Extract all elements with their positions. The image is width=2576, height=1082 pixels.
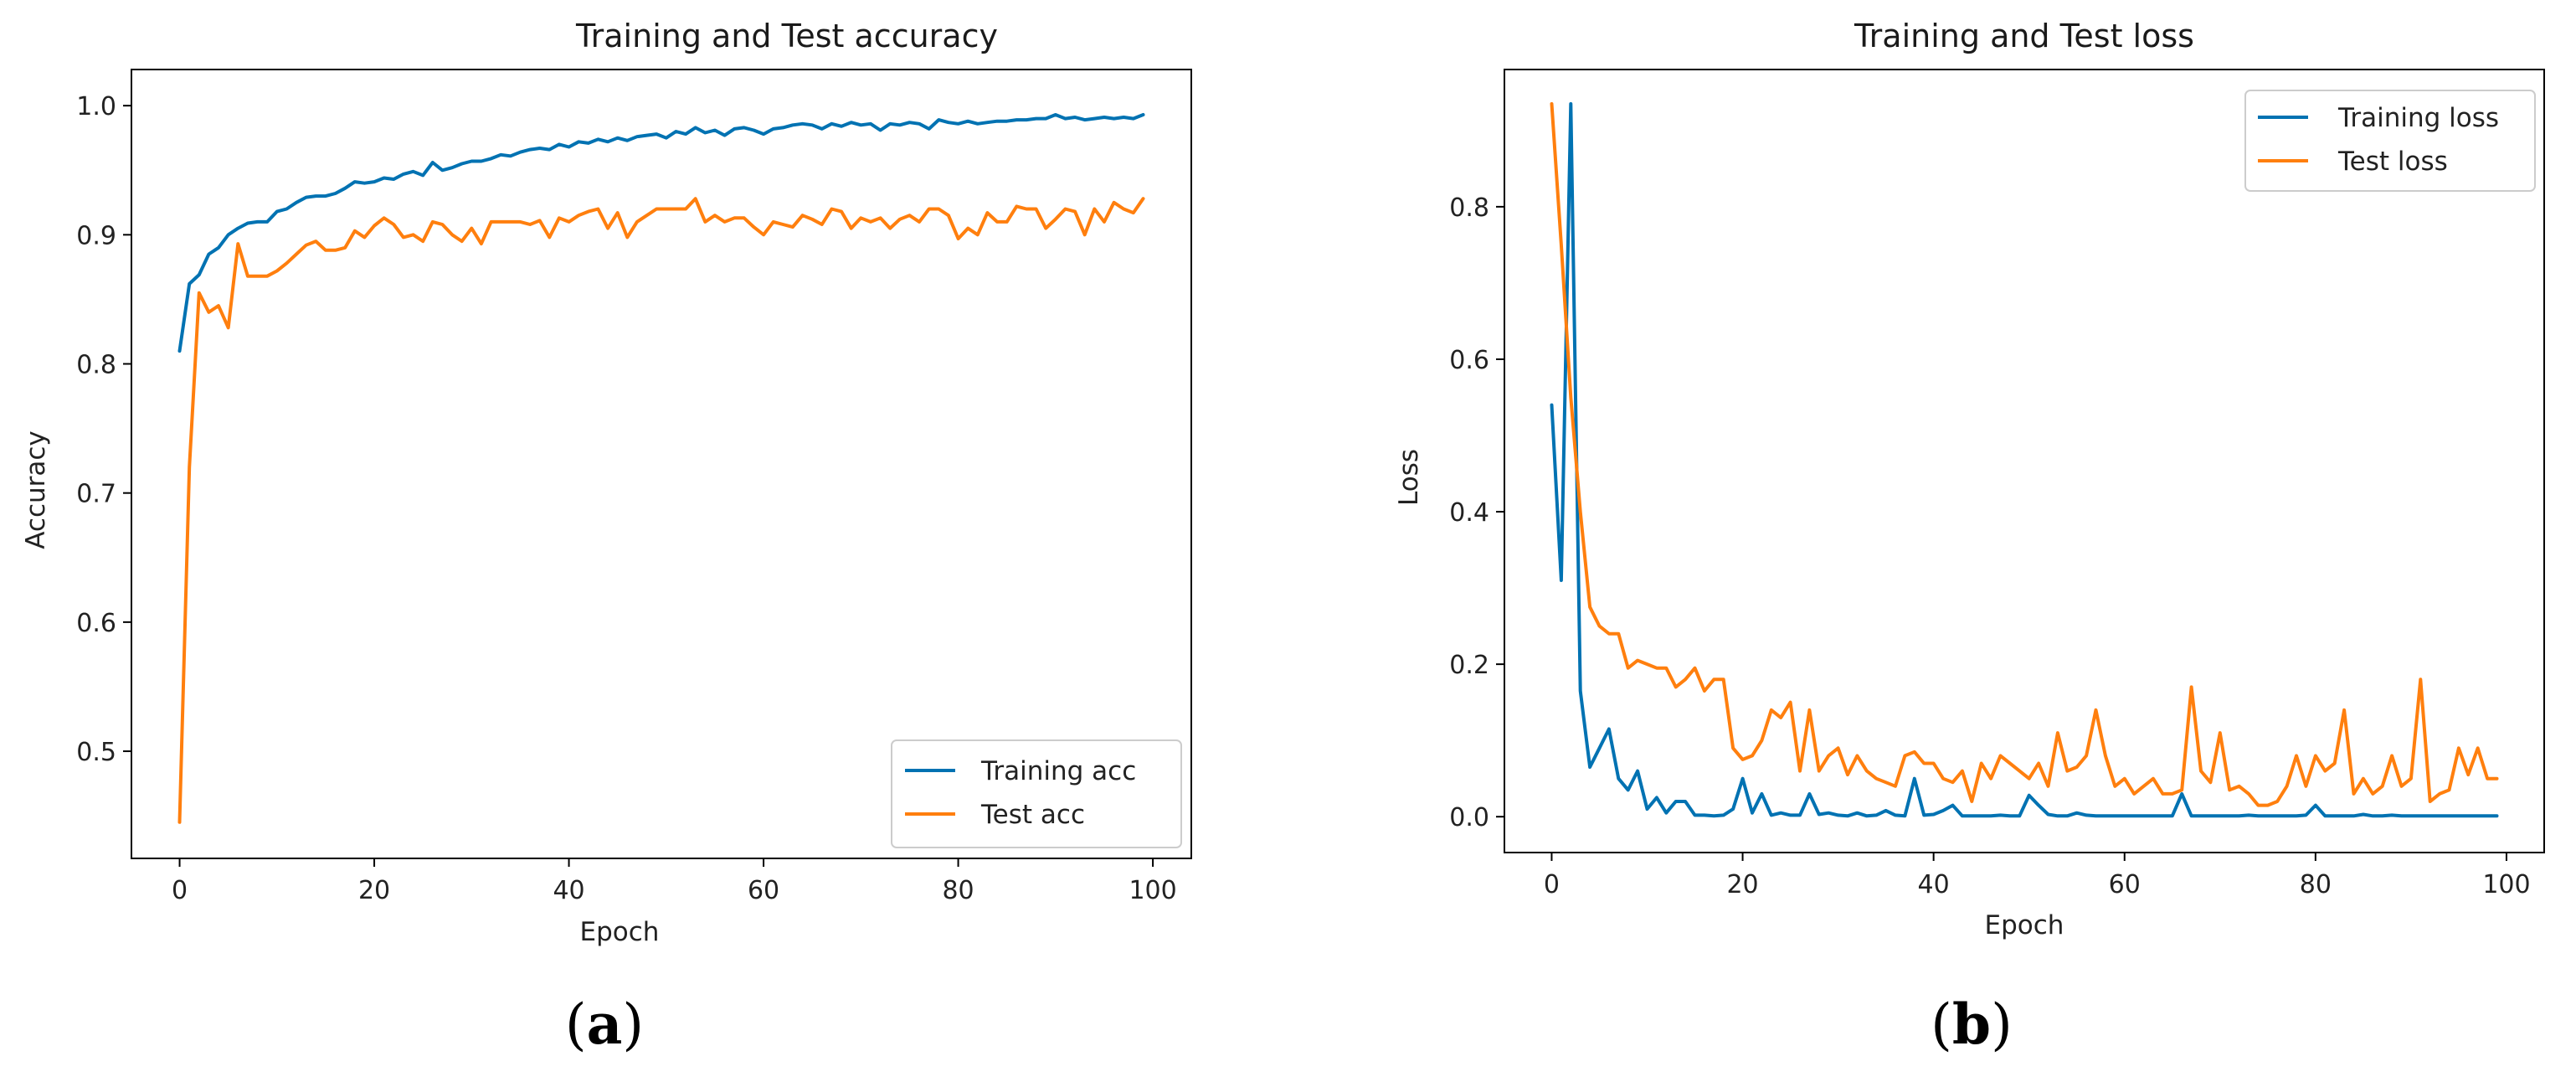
loss-series-line-training xyxy=(1550,102,2499,818)
loss-y-axis-label: Loss xyxy=(1394,449,1424,506)
accuracy-y-tick-label: 0.8 xyxy=(76,351,116,380)
loss-x-tick-label: 80 xyxy=(2300,870,2332,899)
accuracy-caption-letter: a xyxy=(587,992,623,1057)
loss-y-tick-label: 0.2 xyxy=(1449,651,1489,680)
accuracy-plot-frame xyxy=(131,69,1192,859)
loss-legend-label-test: Test loss xyxy=(2337,147,2448,177)
accuracy-chart: Training and Test accuracy Epoch Accurac… xyxy=(21,18,1192,1057)
loss-x-tick-label: 0 xyxy=(1544,870,1560,899)
loss-x-tick-label: 60 xyxy=(2109,870,2141,899)
accuracy-chart-title: Training and Test accuracy xyxy=(575,18,998,54)
loss-x-tick-label: 100 xyxy=(2482,870,2530,899)
loss-series-line-test xyxy=(1550,102,2499,807)
accuracy-x-tick-label: 40 xyxy=(553,876,584,905)
loss-y-tick-label: 0.6 xyxy=(1449,346,1489,375)
loss-caption-letter: b xyxy=(1952,992,1991,1057)
loss-x-axis-label: Epoch xyxy=(1985,910,2064,940)
accuracy-series-line-training xyxy=(177,113,1145,353)
accuracy-series-line-test xyxy=(177,197,1145,824)
accuracy-y-tick-label: 0.6 xyxy=(76,609,116,638)
accuracy-x-axis-label: Epoch xyxy=(580,917,660,947)
accuracy-y-tick-label: 0.5 xyxy=(76,738,116,767)
accuracy-legend-label-test: Test acc xyxy=(980,800,1085,830)
accuracy-x-tick-label: 20 xyxy=(358,876,390,905)
loss-legend-label-training: Training loss xyxy=(2337,103,2499,133)
accuracy-legend-box xyxy=(891,739,1182,848)
accuracy-y-tick-label: 0.7 xyxy=(76,480,116,509)
accuracy-y-tick-label: 0.9 xyxy=(76,221,116,250)
loss-chart-title: Training and Test loss xyxy=(1854,18,2194,54)
accuracy-x-tick-label: 100 xyxy=(1129,876,1176,905)
loss-legend-box xyxy=(2244,90,2536,192)
loss-caption: (b) xyxy=(1931,992,2013,1057)
loss-legend: Training loss Test loss xyxy=(2244,90,2536,192)
loss-x-tick-label: 20 xyxy=(1726,870,1758,899)
accuracy-x-tick-label: 60 xyxy=(748,876,779,905)
accuracy-y-tick-label: 1.0 xyxy=(76,92,116,121)
loss-plot-frame xyxy=(1504,69,2545,853)
accuracy-legend: Training acc Test acc xyxy=(891,739,1182,848)
accuracy-x-tick-label: 0 xyxy=(172,876,188,905)
loss-chart: Training and Test loss Epoch Loss 0 20 40 6… xyxy=(1394,18,2545,1057)
loss-y-tick-label: 0.8 xyxy=(1449,193,1489,223)
loss-x-tick-label: 40 xyxy=(1918,870,1950,899)
accuracy-legend-label-training: Training acc xyxy=(980,756,1136,786)
loss-y-tick-label: 0.0 xyxy=(1449,803,1489,832)
accuracy-y-axis-label: Accuracy xyxy=(21,430,51,549)
accuracy-x-tick-label: 80 xyxy=(942,876,974,905)
accuracy-caption: (a) xyxy=(565,992,644,1057)
loss-y-tick-label: 0.4 xyxy=(1449,498,1489,528)
